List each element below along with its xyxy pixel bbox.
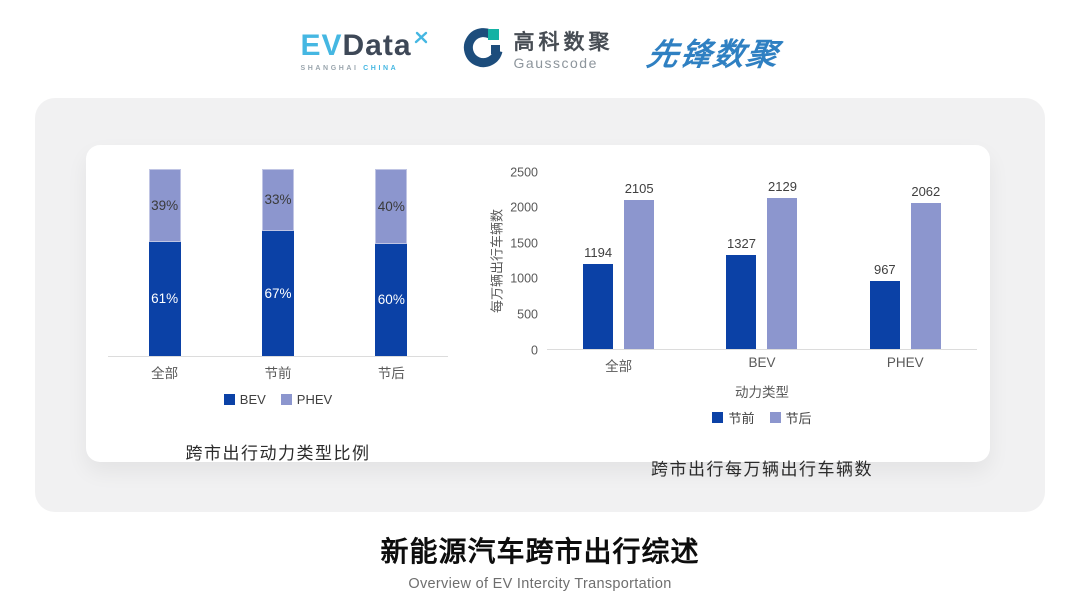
bar-节前: 1194 (583, 245, 614, 349)
stacked-bar-chart-title: 跨市出行动力类型比例 (185, 444, 371, 463)
stacked-bar-legend: BEV PHEV (108, 392, 448, 407)
stacked-bar-categories: 全部 节前 节后 (108, 362, 448, 382)
bar-segment-phev: 33% (261, 169, 294, 231)
logo-bar: EVData SHANGHAI CHINA 高科数聚 Gausscode 先锋数… (0, 22, 1080, 80)
y-axis-label-text: 每万辆出行车辆数 (489, 208, 505, 314)
legend-swatch (769, 412, 781, 423)
bar-节后: 2105 (624, 181, 655, 349)
category-label: PHEV (886, 355, 924, 370)
legend-item: 节后 (769, 408, 812, 427)
category-label: 全部 (605, 359, 633, 374)
main-title: 新能源汽车跨市出行综述 (380, 536, 700, 567)
y-axis-ticks: 0 500 1000 1500 2000 2500 (507, 166, 547, 356)
legend-swatch (223, 394, 235, 405)
legend-label: 节前 (728, 411, 755, 426)
grouped-bar-legend: 节前 节后 (547, 408, 977, 427)
y-tick: 1500 (510, 235, 538, 250)
bar-节前: 967 (869, 262, 900, 349)
footer: 新能源汽车跨市出行综述 Overview of EV Intercity Tra… (0, 530, 1080, 592)
stacked-bar-chart: 39% 61% 33% 67% 40% 60% 全部 节前 节后 BEV PHEV 跨市出行动力… (108, 169, 448, 464)
subtitle: Overview of EV Intercity Transportation (408, 576, 672, 592)
bar-节后: 2129 (767, 179, 798, 349)
evdata-subtext: SHANGHAI CHINA (300, 65, 398, 72)
category-label: BEV (748, 355, 776, 370)
gausscode-g-icon (463, 27, 505, 75)
bar-segment-bev: 67% (261, 230, 294, 356)
bar-segment-bev: 61% (148, 241, 181, 356)
gausscode-en-name: Gausscode (513, 55, 598, 72)
bar-value-label: 1194 (584, 245, 613, 261)
x-axis-label: 动力类型 (735, 385, 789, 400)
legend-label: BEV (239, 392, 266, 407)
bar-group: 967 2062 (869, 172, 941, 349)
legend-item: 节前 (712, 408, 755, 427)
category-label: 节后 (377, 366, 405, 381)
stacked-bar-plot: 39% 61% 33% 67% 40% 60% (108, 169, 448, 357)
evdata-wordmark: EVData (300, 28, 428, 62)
category-label: 节前 (264, 366, 292, 381)
evdata-logo: EVData SHANGHAI CHINA (300, 28, 428, 72)
y-tick: 2000 (510, 200, 538, 215)
gausscode-text: 高科数聚 Gausscode (514, 31, 614, 71)
evdata-data-text: Data (342, 28, 412, 62)
legend-label: PHEV (296, 392, 333, 407)
bar-value-label: 967 (873, 261, 896, 277)
y-tick: 2500 (510, 164, 538, 179)
gausscode-logo: 高科数聚 Gausscode (463, 27, 614, 75)
legend-label: 节后 (785, 411, 812, 426)
charts-panel: 39% 61% 33% 67% 40% 60% 全部 节前 节后 BEV PHEV 跨市出行动力… (86, 145, 990, 479)
legend-swatch (712, 412, 724, 423)
bar-节后: 2062 (910, 184, 941, 349)
bar-group: 1194 2105 (583, 172, 655, 349)
y-tick: 1000 (510, 271, 538, 286)
evdata-china-text: CHINA (363, 64, 399, 72)
charts-card: 39% 61% 33% 67% 40% 60% 全部 节前 节后 BEV PHEV 跨市出行动力… (35, 98, 1045, 512)
evdata-ev-text: EV (300, 28, 343, 62)
bar-value-label: 1327 (727, 236, 756, 252)
pioneer-logo: 先锋数聚 (643, 36, 783, 72)
bar-value-label: 2129 (768, 179, 797, 195)
category-label: 全部 (151, 366, 179, 381)
grouped-bar-plot-row: 每万辆出行车辆数 0 500 1000 1500 2000 2500 1194 2105 13… (485, 166, 977, 356)
grouped-bar-chart-title: 跨市出行每万辆出行车辆数 (651, 460, 873, 479)
stacked-bar: 39% 61% (148, 169, 181, 356)
y-axis-label: 每万辆出行车辆数 (485, 172, 507, 350)
grouped-bar-chart: 每万辆出行车辆数 0 500 1000 1500 2000 2500 1194 2105 13… (485, 166, 977, 480)
bar-segment-phev: 40% (375, 169, 408, 244)
stacked-bar: 40% 60% (375, 169, 408, 356)
bar-segment-bev: 60% (375, 243, 408, 356)
legend-swatch (280, 394, 292, 405)
bar-value-label: 2062 (911, 184, 941, 200)
bar-节前: 1327 (726, 236, 757, 349)
legend-item: BEV (223, 392, 266, 407)
grouped-bar-plot: 1194 2105 1327 2129 967 2062 (547, 172, 977, 350)
gausscode-cn-name: 高科数聚 (513, 30, 614, 54)
y-tick: 0 (531, 342, 538, 357)
grouped-bar-categories: 全部 BEV PHEV (547, 355, 977, 375)
legend-item: PHEV (280, 392, 333, 407)
bar-value-label: 2105 (624, 180, 654, 196)
y-tick: 500 (517, 307, 538, 322)
bar-segment-phev: 39% (148, 169, 181, 242)
bar-group: 1327 2129 (726, 172, 798, 349)
evdata-x-icon (414, 19, 429, 52)
stacked-bar: 33% 67% (261, 169, 294, 356)
evdata-shanghai-text: SHANGHAI (300, 64, 359, 72)
